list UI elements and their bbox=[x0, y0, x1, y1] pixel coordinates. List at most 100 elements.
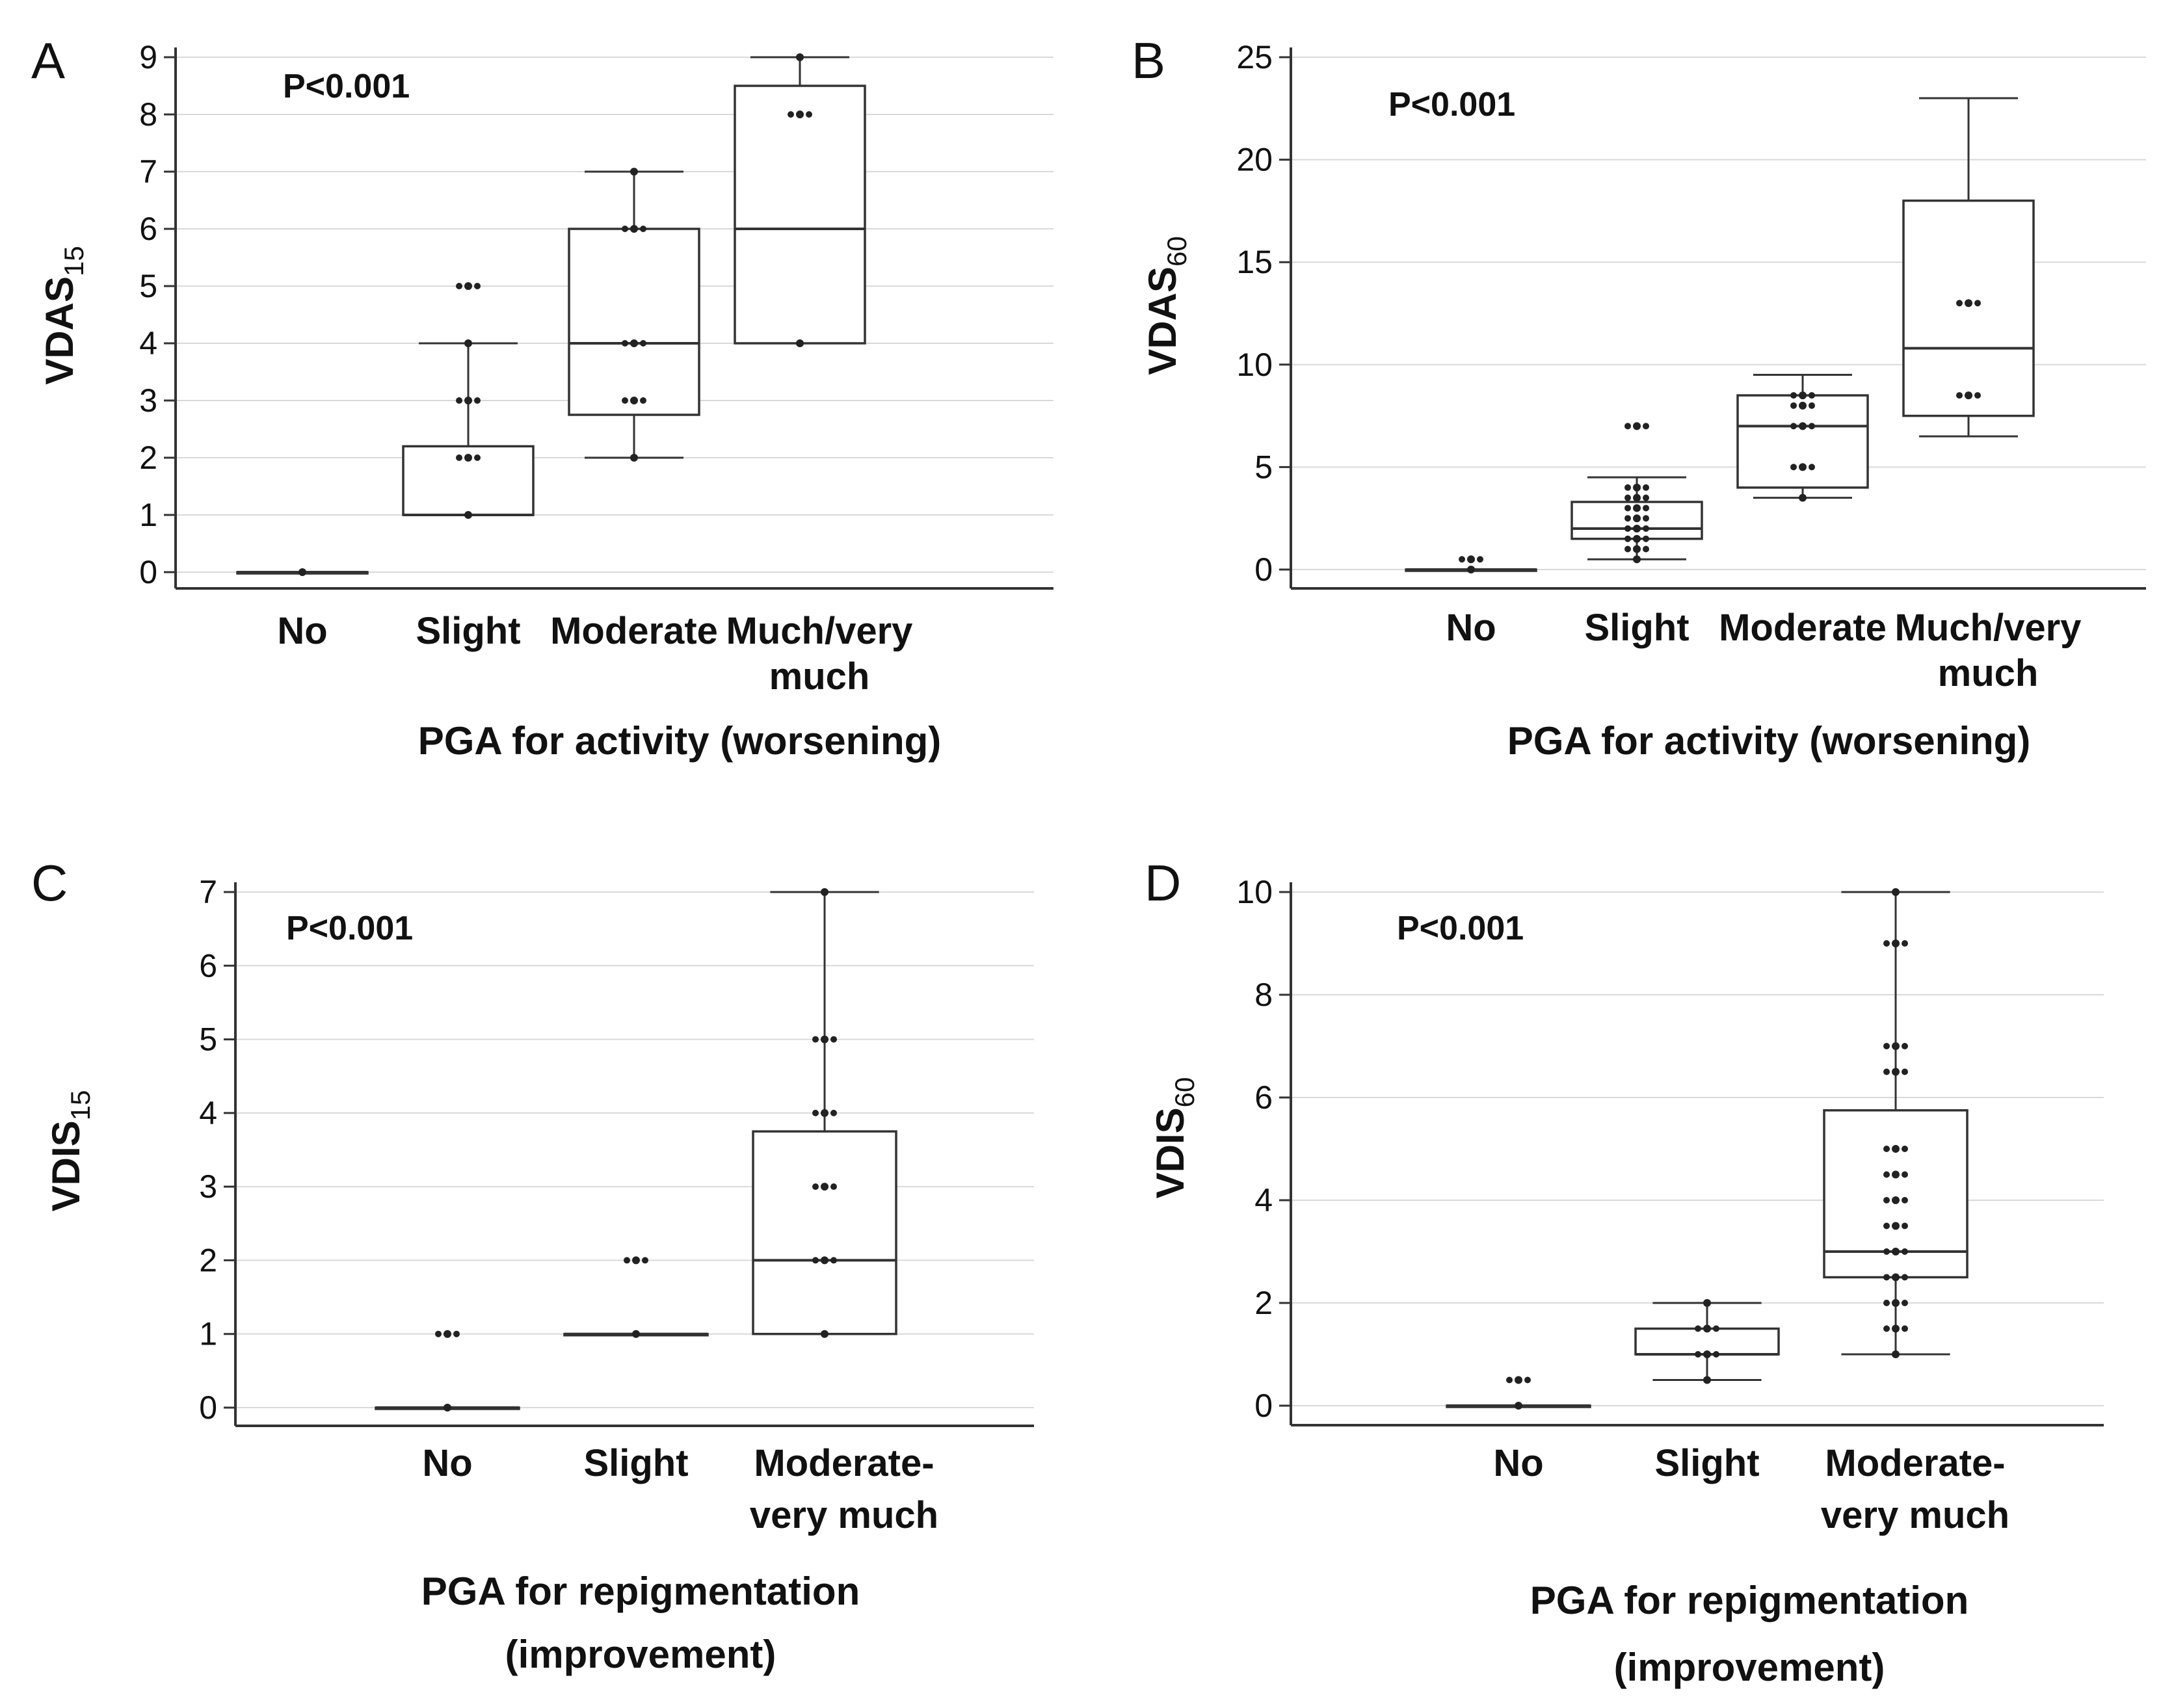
data-point bbox=[1643, 535, 1649, 542]
data-point bbox=[1902, 1274, 1908, 1281]
data-point bbox=[1892, 1273, 1900, 1281]
category-label: very much bbox=[1821, 1494, 2009, 1536]
x-axis-label: (improvement) bbox=[505, 1633, 776, 1676]
y-axis-label: VDIS60 bbox=[1148, 1077, 1200, 1199]
data-point bbox=[474, 397, 481, 404]
data-point bbox=[1524, 1376, 1531, 1384]
data-point bbox=[830, 1109, 837, 1116]
box-1: Slight bbox=[402, 282, 535, 652]
y-tick-label: 25 bbox=[1236, 39, 1273, 75]
category-label: Moderate bbox=[1719, 607, 1887, 649]
y-tick-label: 2 bbox=[139, 440, 157, 476]
y-tick-label: 7 bbox=[199, 874, 217, 910]
category-label: No bbox=[277, 610, 327, 652]
y-axis-label-main: VDAS bbox=[38, 276, 81, 385]
data-point bbox=[830, 1183, 837, 1190]
y-axis-label-main: VDAS bbox=[1141, 267, 1184, 375]
data-point bbox=[456, 283, 462, 289]
data-point bbox=[444, 1404, 451, 1412]
data-point bbox=[1515, 1376, 1522, 1384]
y-tick-label: 0 bbox=[1254, 1387, 1273, 1424]
data-point bbox=[1902, 1300, 1908, 1306]
p-value-label: P<0.001 bbox=[286, 910, 413, 947]
chart-panel-a: A 0 1 2 3 4 5 6 7 8 9 VDAS15 P<0.001 No Slight Moderate… bbox=[31, 32, 1054, 763]
data-point bbox=[1467, 566, 1475, 573]
y-axis-label: VDIS15 bbox=[44, 1090, 96, 1212]
data-point bbox=[1633, 534, 1641, 543]
data-point bbox=[1892, 1299, 1900, 1307]
data-point bbox=[1459, 556, 1465, 563]
data-point bbox=[464, 397, 472, 404]
data-point bbox=[624, 1257, 630, 1264]
data-point bbox=[1883, 1171, 1890, 1178]
data-point bbox=[1643, 545, 1649, 553]
data-point bbox=[1956, 392, 1963, 399]
y-tick-label: 15 bbox=[1236, 244, 1273, 280]
y-tick-label: 2 bbox=[199, 1242, 217, 1278]
y-tick-label: 3 bbox=[199, 1168, 217, 1205]
data-point bbox=[1883, 1325, 1890, 1332]
data-point bbox=[830, 1257, 837, 1264]
x-axis-label: (improvement) bbox=[1614, 1646, 1885, 1689]
y-tick-label: 8 bbox=[139, 96, 157, 133]
y-tick-label: 4 bbox=[139, 325, 157, 361]
data-point bbox=[1892, 1248, 1900, 1255]
data-point bbox=[1902, 1043, 1908, 1049]
category-label: No bbox=[422, 1442, 472, 1484]
y-tick-label: 4 bbox=[199, 1095, 217, 1131]
category-label: Moderate- bbox=[1825, 1442, 2005, 1484]
data-point bbox=[1883, 1248, 1890, 1255]
data-point bbox=[1624, 494, 1631, 501]
data-point bbox=[1902, 1171, 1908, 1178]
box-0: No bbox=[1446, 1376, 1591, 1484]
data-point bbox=[1892, 1042, 1900, 1050]
data-point bbox=[1892, 1068, 1900, 1076]
category-label: Slight bbox=[583, 1442, 688, 1484]
y-axis-label-subscript: 15 bbox=[65, 1090, 96, 1121]
data-point bbox=[1713, 1325, 1719, 1332]
box-2: Moderate bbox=[550, 168, 718, 652]
data-point bbox=[1902, 940, 1908, 947]
box-1: Slight bbox=[1571, 422, 1703, 649]
data-point bbox=[1633, 514, 1641, 523]
y-tick-label: 5 bbox=[1254, 449, 1273, 485]
data-point bbox=[812, 1257, 819, 1264]
data-point bbox=[622, 397, 628, 404]
data-point bbox=[642, 1257, 648, 1264]
data-point bbox=[630, 168, 638, 176]
x-axis-label: PGA for repigmentation bbox=[1530, 1579, 1969, 1622]
x-axis-label: PGA for activity (worsening) bbox=[418, 719, 942, 763]
box-2: Moderate-very much bbox=[750, 888, 938, 1536]
data-point bbox=[1892, 1350, 1900, 1358]
p-value-label: P<0.001 bbox=[1388, 86, 1515, 124]
y-tick-label: 6 bbox=[139, 211, 157, 247]
data-point bbox=[1790, 464, 1797, 471]
y-tick-label: 9 bbox=[139, 39, 157, 75]
y-tick-label: 7 bbox=[139, 153, 157, 190]
data-point bbox=[464, 454, 472, 462]
data-point bbox=[1713, 1351, 1719, 1358]
iqr-box bbox=[734, 85, 866, 345]
panel-letter-c: C bbox=[31, 854, 68, 912]
data-point bbox=[435, 1330, 442, 1337]
data-point bbox=[788, 111, 794, 118]
data-point bbox=[812, 1183, 819, 1190]
y-tick-label: 0 bbox=[139, 554, 157, 590]
data-point bbox=[1809, 392, 1815, 399]
y-axis-label-subscript: 60 bbox=[1169, 1077, 1200, 1108]
data-point bbox=[1643, 484, 1649, 491]
data-point bbox=[796, 339, 804, 347]
data-point bbox=[1624, 535, 1631, 542]
data-point bbox=[1703, 1350, 1711, 1358]
data-point bbox=[464, 339, 472, 347]
data-point bbox=[1809, 423, 1815, 430]
data-point bbox=[630, 225, 638, 233]
data-point bbox=[474, 454, 481, 461]
data-point bbox=[1956, 300, 1963, 307]
data-point bbox=[1633, 545, 1641, 553]
data-point bbox=[456, 397, 462, 404]
data-point bbox=[1892, 888, 1900, 896]
data-point bbox=[821, 1183, 829, 1191]
data-point bbox=[1883, 1274, 1890, 1281]
